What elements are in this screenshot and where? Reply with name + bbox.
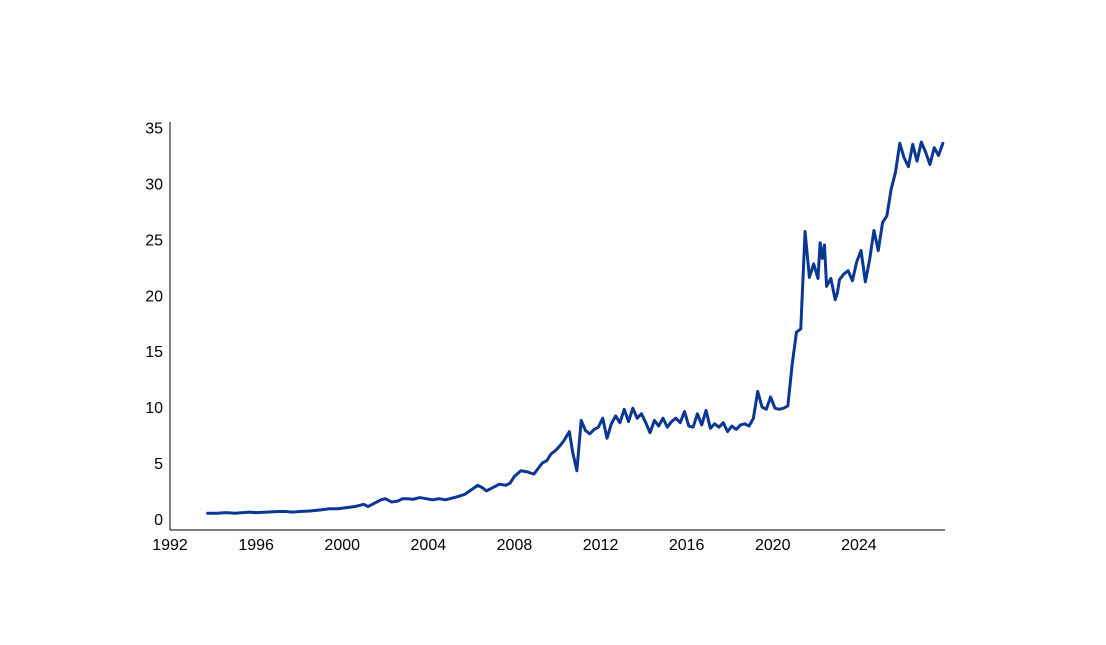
x-tick-label: 2000 bbox=[324, 537, 360, 554]
x-tick-label: 2016 bbox=[669, 537, 705, 554]
x-tick-label: 1992 bbox=[152, 537, 188, 554]
x-tick-label: 1996 bbox=[238, 537, 274, 554]
x-tick-label: 2012 bbox=[583, 537, 619, 554]
y-tick-label: 5 bbox=[154, 456, 163, 473]
y-tick-label: 0 bbox=[154, 512, 163, 529]
y-tick-label: 10 bbox=[145, 400, 163, 417]
y-tick-label: 15 bbox=[145, 344, 163, 361]
series-layer bbox=[206, 140, 945, 515]
axes: 0 5 10 15 20 25 30 35 1992 1996 2000 2004 2008 2012 20… bbox=[145, 121, 945, 554]
x-tick-label: 2004 bbox=[411, 537, 447, 554]
y-tick-label: 30 bbox=[145, 176, 163, 193]
y-tick-label: 20 bbox=[145, 288, 163, 305]
x-tick-label: 2008 bbox=[497, 537, 533, 554]
y-tick-label: 35 bbox=[145, 121, 163, 138]
x-tick-label: 2024 bbox=[841, 537, 877, 554]
x-tick-label: 2020 bbox=[755, 537, 791, 554]
series-line bbox=[206, 140, 945, 515]
y-tick-label: 25 bbox=[145, 232, 163, 249]
